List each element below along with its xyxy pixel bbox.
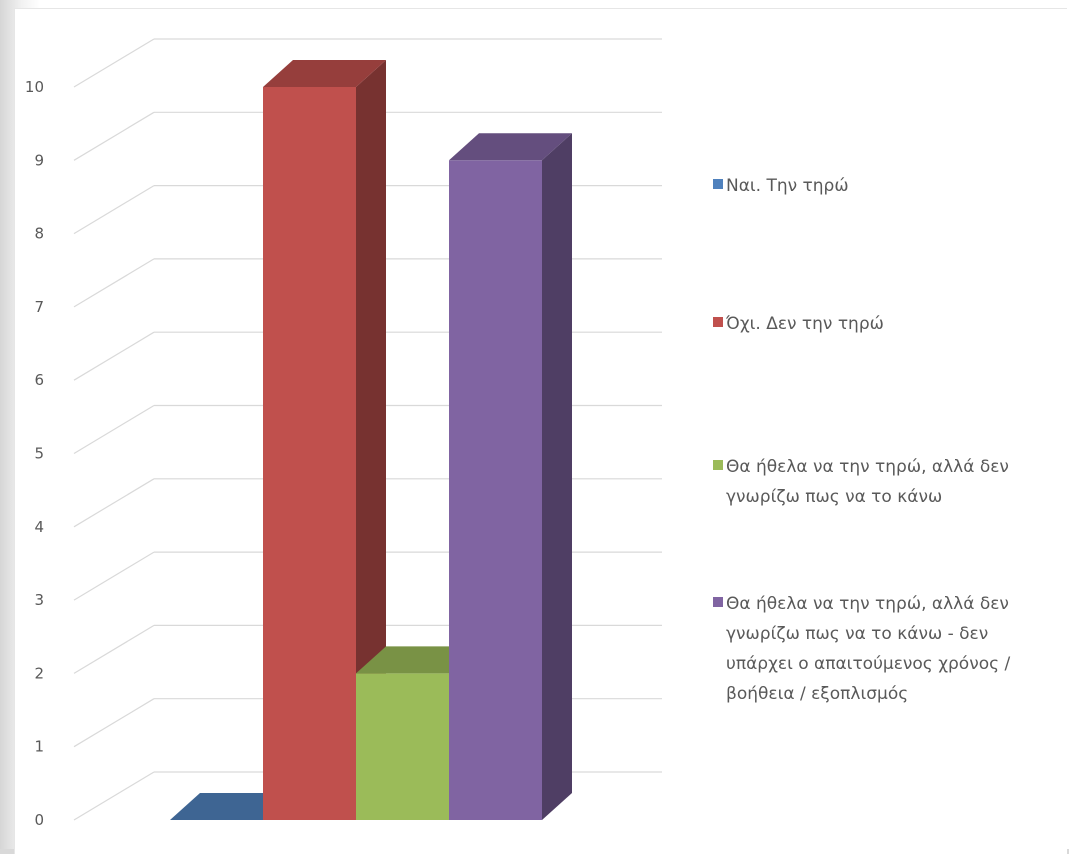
bar-front <box>356 673 449 820</box>
bar-top <box>170 793 293 820</box>
legend-label: Όχι. Δεν την τηρώ <box>725 314 884 334</box>
y-tick-label: 9 <box>34 151 44 169</box>
gridline-diagonal <box>73 185 155 235</box>
legend-item-3: Θα ήθελα να την τηρώ, αλλά δεν γνωρίζω πω… <box>713 457 1009 507</box>
y-tick-label: 8 <box>34 225 44 243</box>
bar-side <box>542 133 572 821</box>
legend-label: γνωρίζω πως να το κάνω - δεν <box>726 624 988 644</box>
bars <box>170 60 572 821</box>
bar-top <box>263 60 386 87</box>
gridline-diagonal <box>73 478 155 528</box>
y-tick-label: 7 <box>34 298 44 316</box>
legend-item-4: Θα ήθελα να την τηρώ, αλλά δεν γνωρίζω πω… <box>713 594 1010 704</box>
y-tick-label: 3 <box>34 591 44 609</box>
bar-top <box>449 133 572 161</box>
y-tick-label: 2 <box>34 664 44 682</box>
gridline-diagonal <box>73 331 155 381</box>
legend-label: Ναι. Την τηρώ <box>726 176 849 196</box>
legend-swatch <box>713 317 723 327</box>
y-axis-ticks: 0 1 2 3 4 5 6 7 8 9 10 <box>25 78 44 829</box>
legend-swatch <box>713 460 723 470</box>
legend: Ναι. Την τηρώ Όχι. Δεν την τηρώ Θα ήθελα ν… <box>713 176 1010 704</box>
bar-front <box>449 160 542 821</box>
bar-side <box>356 60 386 820</box>
y-tick-label: 1 <box>34 738 44 756</box>
gridline-diagonal <box>73 111 155 161</box>
legend-item-2: Όχι. Δεν την τηρώ <box>713 314 884 334</box>
gridline-diagonal <box>73 624 155 674</box>
legend-label: Θα ήθελα να την τηρώ, αλλά δεν <box>726 594 1009 614</box>
legend-label: υπάρχει ο απαιτούμενος χρόνος / <box>726 654 1010 674</box>
legend-label: γνωρίζω πως να το κάνω <box>726 487 942 507</box>
gridline-diagonal <box>73 404 155 455</box>
bar-2 <box>263 60 386 820</box>
gridline-diagonal <box>73 551 155 601</box>
y-tick-label: 10 <box>25 78 44 96</box>
legend-item-1: Ναι. Την τηρώ <box>713 176 849 196</box>
legend-label: βοήθεια / εξοπλισμός <box>726 684 908 704</box>
legend-label: Θα ήθελα να την τηρώ, αλλά δεν <box>726 457 1009 477</box>
gridline-diagonal <box>73 258 155 308</box>
y-tick-label: 5 <box>34 445 44 463</box>
y-tick-label: 0 <box>34 811 44 829</box>
legend-swatch <box>713 597 723 607</box>
y-tick-label: 4 <box>34 518 44 536</box>
legend-swatch <box>713 179 723 189</box>
bar-front <box>263 87 356 820</box>
gridline-diagonal <box>73 698 155 748</box>
gridline-diagonal <box>73 771 155 821</box>
y-tick-label: 6 <box>34 371 44 389</box>
bar-4 <box>449 133 572 821</box>
bar-1 <box>170 793 293 820</box>
bar-top <box>356 646 479 674</box>
gridline-diagonal <box>73 38 155 88</box>
